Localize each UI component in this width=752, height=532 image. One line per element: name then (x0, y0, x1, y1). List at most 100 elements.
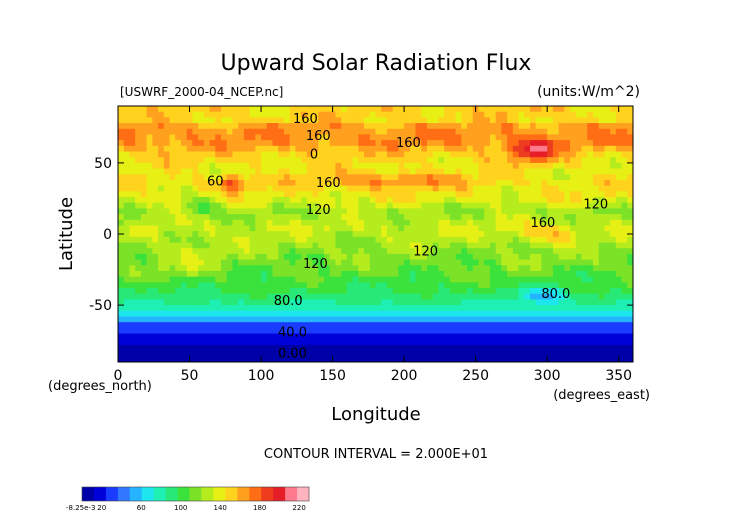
heatmap-cell (129, 242, 136, 249)
heatmap-cell (381, 117, 388, 124)
heatmap-cell (129, 248, 136, 255)
heatmap-cell (552, 157, 560, 164)
heatmap-cell (346, 288, 354, 295)
heatmap-cell (558, 316, 565, 323)
heatmap-cell (564, 305, 571, 312)
heatmap-cell (392, 248, 399, 255)
heatmap-cell (409, 299, 417, 306)
heatmap-cell (278, 339, 285, 346)
heatmap-cell (135, 162, 142, 170)
heatmap-cell (507, 128, 514, 136)
heatmap-cell (558, 327, 565, 335)
heatmap-cell (318, 333, 325, 340)
heatmap-cell (369, 282, 377, 289)
heatmap-cell (261, 356, 268, 362)
heatmap-cell (512, 197, 520, 204)
heatmap-cell (592, 259, 600, 266)
heatmap-cell (409, 145, 417, 153)
heatmap-cell (324, 248, 331, 255)
heatmap-cell (249, 174, 256, 181)
heatmap-cell (386, 299, 394, 306)
heatmap-cell (467, 344, 474, 352)
heatmap-cell (278, 265, 285, 272)
heatmap-cell (358, 316, 365, 323)
heatmap-cell (524, 231, 531, 238)
heatmap-cell (449, 270, 457, 278)
heatmap-cell (558, 310, 565, 318)
heatmap-cell (198, 236, 205, 244)
heatmap-cell (243, 185, 251, 192)
heatmap-cell (575, 270, 583, 278)
heatmap-cell (255, 270, 262, 278)
heatmap-cell (346, 265, 354, 272)
heatmap-cell (301, 327, 308, 335)
heatmap-cell (341, 316, 348, 323)
heatmap-cell (432, 191, 440, 198)
heatmap-cell (198, 208, 205, 215)
heatmap-cell (489, 123, 497, 130)
heatmap-cell (118, 293, 125, 301)
heatmap-cell (415, 185, 422, 192)
heatmap-cell (238, 157, 245, 164)
heatmap-cell (352, 322, 359, 329)
heatmap-cell (518, 305, 525, 312)
heatmap-cell (610, 242, 617, 249)
heatmap-cell (524, 339, 531, 346)
heatmap-cell (495, 265, 502, 272)
heatmap-cell (427, 350, 434, 357)
colorbar-swatch (189, 487, 202, 501)
heatmap-cell (158, 208, 165, 215)
heatmap-cell (335, 327, 342, 335)
heatmap-cell (346, 248, 354, 255)
heatmap-cell (621, 242, 628, 249)
heatmap-cell (226, 219, 234, 227)
heatmap-cell (261, 322, 268, 329)
heatmap-cell (369, 128, 377, 136)
heatmap-cell (409, 242, 417, 249)
heatmap-cell (530, 140, 537, 147)
heatmap-cell (449, 117, 457, 124)
heatmap-cell (404, 157, 411, 164)
heatmap-cell (169, 344, 176, 352)
heatmap-cell (512, 157, 520, 164)
heatmap-cell (169, 270, 176, 278)
heatmap-cell (238, 225, 245, 232)
heatmap-cell (587, 305, 594, 312)
heatmap-cell (221, 214, 228, 221)
heatmap-cell (238, 333, 245, 340)
heatmap-cell (427, 288, 434, 295)
heatmap-cell (249, 333, 256, 340)
heatmap-cell (341, 111, 348, 118)
heatmap-cell (192, 134, 199, 141)
heatmap-cell (541, 350, 548, 357)
heatmap-cell (198, 288, 205, 295)
heatmap-cell (386, 174, 394, 181)
heatmap-cell (552, 333, 560, 340)
heatmap-cell (535, 106, 543, 113)
heatmap-cell (558, 225, 565, 232)
heatmap-cell (438, 174, 445, 181)
heatmap-cell (575, 128, 583, 136)
heatmap-cell (289, 282, 296, 289)
heatmap-cell (535, 282, 543, 289)
heatmap-cell (392, 282, 399, 289)
heatmap-cell (272, 248, 279, 255)
heatmap-cell (358, 276, 365, 283)
heatmap-cell (283, 305, 291, 312)
heatmap-cell (364, 214, 371, 221)
heatmap-cell (358, 168, 365, 175)
heatmap-cell (398, 202, 405, 209)
heatmap-cell (438, 106, 445, 113)
contour-label: 0.00 (278, 347, 307, 362)
heatmap-cell (272, 350, 279, 357)
heatmap-cell (404, 202, 411, 209)
heatmap-cell (501, 282, 508, 289)
heatmap-cell (449, 134, 457, 141)
heatmap-cell (152, 322, 159, 329)
heatmap-cell (335, 299, 342, 306)
heatmap-cell (501, 259, 508, 266)
heatmap-cell (301, 299, 308, 306)
heatmap-cell (369, 288, 377, 295)
heatmap-cell (169, 219, 176, 227)
heatmap-cell (163, 259, 171, 266)
